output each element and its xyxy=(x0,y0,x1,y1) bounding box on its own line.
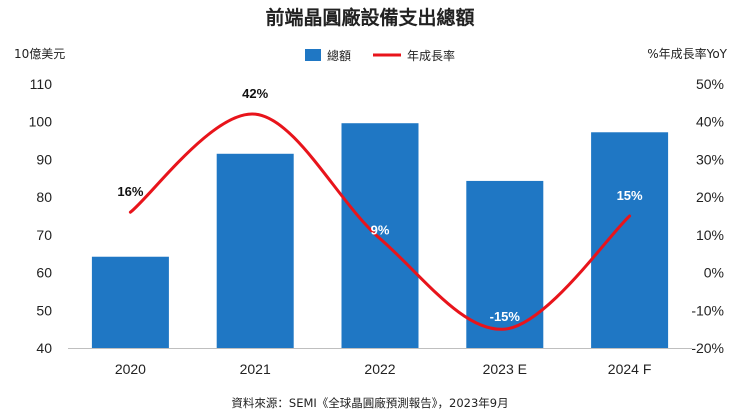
bar xyxy=(216,153,294,348)
y-right-tick-label: 50% xyxy=(696,76,724,92)
growth-data-label: 9% xyxy=(371,223,390,238)
y-left-tick-label: 100 xyxy=(29,114,53,130)
x-tick-label: 2023 E xyxy=(483,361,527,377)
legend-label-bar: 總額 xyxy=(327,48,351,63)
y-left-tick-label: 90 xyxy=(36,151,52,167)
bar xyxy=(341,123,419,348)
x-tick-label: 2024 F xyxy=(608,361,652,377)
growth-data-label: -15% xyxy=(490,309,521,324)
y-left-tick-label: 50 xyxy=(36,302,52,318)
bar xyxy=(591,132,669,348)
y-left-tick-label: 70 xyxy=(36,227,52,243)
y-right-tick-label: -20% xyxy=(691,340,724,356)
y-right-tick-label: -10% xyxy=(691,302,724,318)
growth-data-label: 16% xyxy=(117,184,143,199)
y-right-tick-label: 0% xyxy=(704,265,724,281)
y-left-tick-label: 80 xyxy=(36,189,52,205)
legend-label-line: 年成長率 xyxy=(407,48,455,63)
x-tick-label: 2020 xyxy=(115,361,146,377)
left-axis-unit: 10億美元 xyxy=(14,47,65,61)
bar xyxy=(91,256,169,348)
y-right-tick-label: 10% xyxy=(696,227,724,243)
plot-area: 40 50 60 70 80 90 100 110 -20% -10% 0% 10% 20% 30% 40%… xyxy=(29,76,724,377)
growth-line xyxy=(128,112,632,331)
y-right-tick-label: 20% xyxy=(696,189,724,205)
legend: 總額 年成長率 xyxy=(305,48,455,63)
y-left-tick-label: 60 xyxy=(36,265,52,281)
y-left-tick-label: 110 xyxy=(30,76,53,92)
x-tick-label: 2022 xyxy=(364,361,395,377)
legend-swatch-bar xyxy=(305,49,321,61)
y-right-tick-label: 40% xyxy=(696,114,724,130)
chart-title: 前端晶圓廠設備支出總額 xyxy=(265,6,474,29)
growth-data-label: 42% xyxy=(242,86,268,101)
y-right-tick-label: 30% xyxy=(696,151,724,167)
source-note: 資料來源：SEMI《全球晶圓廠預測報告》，2023年9月 xyxy=(231,396,508,410)
y-left-tick-label: 40 xyxy=(36,340,52,356)
x-tick-label: 2021 xyxy=(240,361,271,377)
right-axis-unit: %年成長率YoY xyxy=(647,46,727,61)
growth-data-label: 15% xyxy=(617,188,643,203)
